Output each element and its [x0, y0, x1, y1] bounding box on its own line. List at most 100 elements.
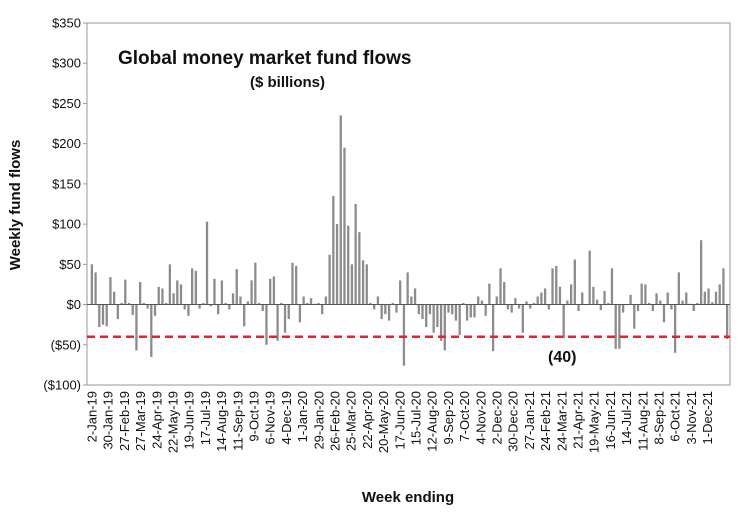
- bar: [402, 304, 406, 366]
- bar: [387, 304, 391, 321]
- bar: [161, 288, 164, 305]
- bar: [94, 272, 97, 305]
- x-tick-label: 4-Dec-19: [279, 391, 294, 444]
- bar: [413, 288, 417, 305]
- bar: [714, 291, 718, 305]
- bar: [213, 278, 216, 305]
- bar: [562, 304, 565, 339]
- x-tick-label: 4-Nov-20: [473, 391, 488, 444]
- bar: [573, 259, 576, 305]
- bar: [198, 304, 201, 309]
- x-tick-label: 24-Apr-19: [149, 391, 164, 449]
- bar: [662, 304, 666, 323]
- bar: [659, 300, 662, 305]
- bar: [547, 304, 550, 310]
- bar: [283, 304, 287, 333]
- bar: [235, 269, 238, 305]
- bar: [670, 304, 673, 310]
- bar: [165, 302, 168, 305]
- bar: [588, 250, 591, 305]
- bar: [250, 280, 253, 305]
- bar: [725, 304, 729, 340]
- bar: [618, 304, 621, 349]
- x-tick-label: 26-Feb-20: [328, 391, 343, 451]
- bar: [328, 254, 331, 305]
- bar: [543, 288, 547, 305]
- bar: [295, 265, 298, 305]
- bar: [384, 304, 387, 315]
- bar: [309, 298, 313, 305]
- bar: [517, 304, 521, 309]
- bar: [205, 221, 209, 305]
- bar: [633, 304, 636, 329]
- bar: [98, 304, 101, 328]
- y-axis-label: Weekly fund flows: [7, 140, 24, 271]
- bar: [153, 304, 157, 316]
- bar: [406, 272, 409, 305]
- x-tick-label: 30-Jan-19: [101, 391, 116, 450]
- y-tick-label: $200: [52, 136, 81, 151]
- y-axis-ticks: ($100) ($50) $0 $50 $100 $150 $200 $250 $300 $350: [43, 16, 87, 393]
- bar: [469, 304, 472, 318]
- bar: [521, 304, 524, 333]
- bar: [673, 304, 677, 353]
- bar: [540, 292, 543, 305]
- bar: [131, 304, 134, 316]
- bar: [480, 300, 484, 305]
- bar: [350, 264, 354, 305]
- bar: [146, 304, 149, 309]
- bar: [558, 286, 562, 305]
- bar: [272, 276, 276, 305]
- x-tick-label: 15-Jul-20: [409, 391, 424, 445]
- bar: [495, 296, 498, 305]
- y-tick-label: $300: [52, 56, 81, 71]
- x-tick-label: 19-Jun-19: [182, 391, 197, 450]
- bar: [417, 304, 420, 315]
- bar: [224, 302, 227, 305]
- bar: [484, 304, 487, 316]
- bar: [569, 284, 573, 305]
- bar: [243, 304, 246, 327]
- x-tick-label: 30-Dec-20: [506, 391, 521, 452]
- x-tick-label: 3-Nov-21: [684, 391, 699, 444]
- x-tick-label: 7-Oct-20: [457, 391, 472, 442]
- bar: [113, 291, 116, 305]
- bar: [302, 296, 305, 305]
- x-tick-label: 21-Apr-21: [571, 391, 586, 449]
- bar: [220, 280, 224, 305]
- bar: [525, 301, 528, 305]
- bar: [703, 291, 706, 305]
- bar: [439, 304, 443, 341]
- bar: [194, 270, 198, 305]
- bar: [447, 304, 450, 313]
- x-tick-label: 27-Feb-19: [117, 391, 132, 451]
- bar: [339, 115, 342, 305]
- bar: [317, 302, 320, 305]
- bar: [369, 302, 372, 305]
- bar: [607, 302, 610, 305]
- x-tick-label: 12-Aug-20: [425, 391, 440, 452]
- x-tick-label: 22-Apr-20: [360, 391, 375, 449]
- bar: [529, 304, 532, 309]
- bar: [254, 262, 257, 305]
- bar: [231, 293, 235, 305]
- chart-title: Global money market fund flows: [118, 48, 412, 69]
- bar: [536, 296, 539, 305]
- bar: [187, 304, 190, 316]
- bar: [380, 304, 383, 320]
- bar: [265, 304, 268, 345]
- bar: [391, 302, 394, 305]
- bar: [139, 282, 142, 305]
- bar: [666, 292, 669, 305]
- y-tick-label: $100: [52, 217, 81, 232]
- x-tick-label: 14-Aug-19: [214, 391, 229, 452]
- bar: [176, 280, 179, 305]
- bar: [90, 264, 94, 305]
- bar: [228, 304, 231, 310]
- x-tick-label: 25-Mar-20: [344, 391, 359, 451]
- x-tick-label: 20-May-20: [376, 391, 391, 453]
- x-tick-label: 14-Jul-21: [619, 391, 634, 445]
- bar: [127, 302, 131, 305]
- x-axis-label: Week ending: [362, 489, 454, 506]
- x-tick-label: 19-May-21: [587, 391, 602, 453]
